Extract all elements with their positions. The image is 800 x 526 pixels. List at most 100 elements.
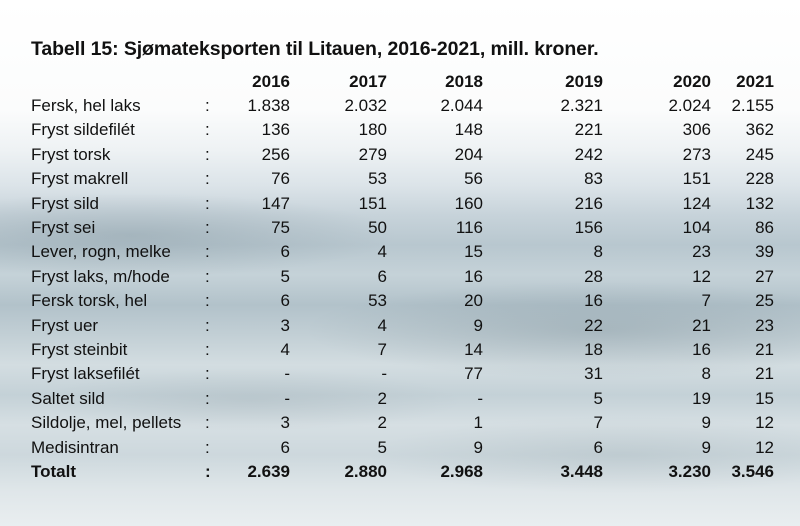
table-row: Fryst steinbit: 4 7 14 18 16 21 [0,338,800,362]
table-cell: 8 [593,242,603,262]
table-cell: 31 [584,364,603,384]
table-cell: 362 [745,120,774,140]
column-header: 2017 [349,72,387,91]
table-cell: 7 [377,340,387,359]
row-label: Saltet sild [31,388,105,408]
row-separator: : [205,120,210,140]
row-label: Fryst makrell [31,169,129,189]
table-cell: 2.880 [344,462,387,481]
table-row: Medisintran: 6 5 9 6 9 12 [0,436,800,460]
row-separator: : [205,437,210,457]
column-header: 2018 [445,72,483,91]
table-cell: 15 [464,242,483,262]
table-cell: 9 [701,437,711,457]
table-cell: 50 [368,218,387,237]
row-label: Fryst steinbit [31,340,128,359]
table-cell: 2.024 [668,96,711,115]
table-cell: - [284,364,290,384]
table-cell: 2 [377,388,387,408]
table-cell: 22 [584,315,603,335]
row-separator: : [205,340,210,359]
row-separator: : [205,315,210,335]
table-cell: 2.968 [440,462,483,481]
table-cell: 9 [473,315,483,335]
table-cell: 7 [701,291,711,311]
table-cell: 20 [464,291,483,311]
table-cell: 3.546 [731,462,774,481]
row-separator: : [205,388,210,408]
table-row: Lever, rogn, melke: 6 4 15 8 23 39 [0,240,800,264]
table-cell: 216 [574,193,603,213]
column-header: 2020 [673,72,711,91]
table-cell: 2.639 [247,462,290,481]
table-cell: 5 [280,266,290,286]
table-cell: 9 [701,413,711,433]
table-cell: 21 [692,315,711,335]
table-cell: 151 [682,169,711,189]
row-separator: : [205,218,210,237]
table-cell: 245 [745,144,774,164]
table-cell: 53 [368,169,387,189]
table-cell: 18 [584,340,603,359]
table-cell: 12 [755,413,774,433]
table-cell: 19 [692,388,711,408]
table-cell: 23 [755,315,774,335]
table-cell: 21 [755,364,774,384]
table-cell: 16 [692,340,711,359]
table-cell: 25 [755,291,774,311]
table-cell: 279 [358,144,387,164]
table-cell: 39 [755,242,774,262]
table-cell: 6 [377,266,387,286]
table-cell: 7 [593,413,603,433]
row-label: Fersk, hel laks [31,96,141,115]
table-cell: 3 [280,413,290,433]
table-cell: 148 [454,120,483,140]
table-total-row: Totalt: 2.639 2.880 2.968 3.448 3.230 3.546 [0,460,800,484]
row-label: Fryst sei [31,218,96,237]
table-cell: 242 [574,144,603,164]
table-cell: 86 [755,218,774,237]
table-row: Fryst sei: 75 50 116 156 104 86 [0,216,800,240]
table-cell: 12 [692,266,711,286]
table-cell: 273 [682,144,711,164]
table-cell: 256 [261,144,290,164]
table-cell: 6 [280,437,290,457]
table-cell: 204 [454,144,483,164]
table-row: Saltet sild: - 2 - 5 19 15 [0,387,800,411]
table-cell: 132 [745,193,774,213]
row-label: Fryst uer [31,315,99,335]
table-cell: 2.321 [560,96,603,115]
row-separator: : [205,193,210,213]
table-cell: 5 [377,437,387,457]
row-label: Fryst laks, m/hode [31,266,170,286]
table-cell: 5 [593,388,603,408]
table-cell: 77 [464,364,483,384]
table-cell: 3.448 [560,462,603,481]
table-cell: 6 [280,291,290,311]
table-row: Fersk, hel laks: 1.838 2.032 2.044 2.321 2.02… [0,94,800,118]
row-separator: : [205,291,210,311]
table-cell: 12 [755,437,774,457]
row-separator: : [205,144,210,164]
table-cell: 136 [261,120,290,140]
row-separator: : [205,462,211,481]
table-header-row: 2016 2017 2018 2019 2020 2021 [0,70,800,94]
row-label: Fersk torsk, hel [31,291,148,311]
row-separator: : [205,413,210,433]
column-header: 2016 [252,72,290,91]
row-label: Totalt [31,462,77,481]
table-row: Fryst sildefilét: 136 180 148 221 306 362 [0,118,800,142]
row-label: Fryst torsk [31,144,111,164]
table-cell: 6 [280,242,290,262]
table-cell: - [284,388,290,408]
table-cell: 3.230 [668,462,711,481]
row-separator: : [205,242,210,262]
row-label: Sildolje, mel, pellets [31,413,182,433]
table-cell: 180 [358,120,387,140]
column-header: 2019 [565,72,603,91]
row-label: Lever, rogn, melke [31,242,171,262]
table-cell: 23 [692,242,711,262]
table-row: Fryst uer: 3 4 9 22 21 23 [0,314,800,338]
table-cell: 1.838 [247,96,290,115]
table-cell: 104 [682,218,711,237]
